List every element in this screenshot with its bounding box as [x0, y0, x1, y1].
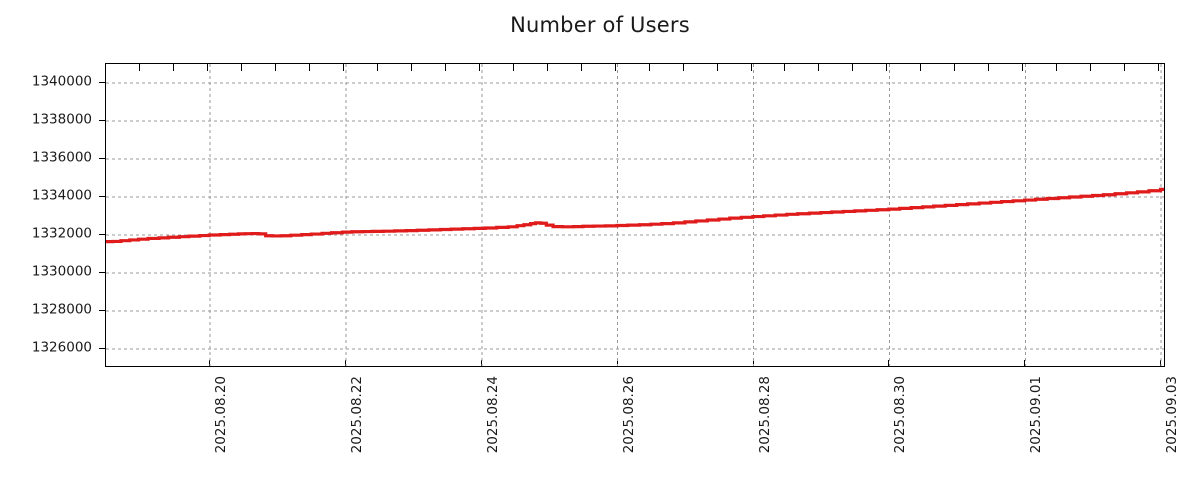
x-axis-tick-mark	[208, 360, 210, 367]
x-axis-minor-tick-mark-top	[1056, 64, 1058, 71]
y-axis-tick-label: 1328000	[31, 301, 92, 318]
x-axis-minor-tick-mark-top	[206, 64, 208, 71]
x-axis-tick-mark	[616, 360, 618, 367]
x-axis-minor-tick-mark-top	[852, 64, 854, 71]
x-axis-minor-tick-mark-top	[342, 64, 344, 71]
x-axis-minor-tick-mark-top	[1124, 64, 1126, 71]
x-axis-tick-label: 2025.09.01	[1028, 376, 1045, 454]
y-axis-tick-label: 1332000	[31, 225, 92, 242]
x-axis-minor-tick-mark-top	[954, 64, 956, 71]
x-axis-minor-tick-mark-top	[818, 64, 820, 71]
y-axis-tick-label: 1340000	[31, 73, 92, 90]
x-axis-tick-label: 2025.08.20	[212, 376, 229, 454]
x-axis-minor-tick-mark-top	[546, 64, 548, 71]
x-axis-tick-label: 2025.09.03	[1164, 376, 1181, 454]
x-axis-tick-mark	[344, 360, 346, 367]
vertical-gridlines	[209, 64, 1162, 366]
y-axis-tick-mark	[99, 120, 106, 121]
chart-title: Number of Users	[510, 13, 690, 37]
x-axis-minor-tick-mark-top	[750, 64, 752, 71]
x-axis-minor-tick-mark-top	[648, 64, 650, 71]
x-axis-minor-tick-mark-top	[920, 64, 922, 71]
x-axis-minor-tick-mark-top	[716, 64, 718, 71]
x-axis-minor-tick-mark-top	[478, 64, 480, 71]
x-axis-tick-mark	[752, 360, 754, 367]
horizontal-gridlines	[106, 82, 1164, 350]
y-axis-tick-label: 1334000	[31, 187, 92, 204]
x-axis-minor-tick-mark-top	[240, 64, 242, 71]
x-axis-minor-tick-mark-top	[682, 64, 684, 71]
x-axis-minor-tick-mark-top	[444, 64, 446, 71]
x-axis-minor-tick-mark-top	[784, 64, 786, 71]
y-axis-tick-label: 1336000	[31, 149, 92, 166]
y-axis-tick-label: 1326000	[31, 339, 92, 356]
x-axis-minor-tick-mark-top	[988, 64, 990, 71]
x-axis-tick-label: 2025.08.22	[348, 376, 365, 454]
x-axis-minor-tick-mark-top	[886, 64, 888, 71]
x-axis-tick-mark	[1160, 360, 1162, 367]
y-axis-tick-label: 1330000	[31, 263, 92, 280]
x-axis-tick-mark	[888, 360, 890, 367]
y-axis-tick-mark	[99, 310, 106, 311]
x-axis-minor-tick-mark-top	[138, 64, 140, 71]
plot-area	[105, 63, 1165, 367]
y-axis-tick-mark	[99, 234, 106, 235]
y-axis-tick-label: 1338000	[31, 111, 92, 128]
y-axis-tick-mark	[99, 82, 106, 83]
y-axis-tick-mark	[99, 348, 106, 349]
x-axis-minor-tick-mark-top	[410, 64, 412, 71]
x-axis-minor-tick-mark-top	[274, 64, 276, 71]
x-axis-minor-tick-mark-top	[614, 64, 616, 71]
x-axis-minor-tick-mark-top	[376, 64, 378, 71]
x-axis-minor-tick-mark-top	[1158, 64, 1160, 71]
x-axis-minor-tick-mark-top	[512, 64, 514, 71]
x-axis-tick-label: 2025.08.26	[620, 376, 637, 454]
y-axis-tick-mark	[99, 196, 106, 197]
x-axis-tick-label: 2025.08.28	[756, 376, 773, 454]
x-axis-tick-mark	[480, 360, 482, 367]
x-axis-tick-label: 2025.08.24	[484, 376, 501, 454]
x-axis-tick-mark	[1024, 360, 1026, 367]
x-axis-minor-tick-mark-top	[1022, 64, 1024, 71]
x-axis-minor-tick-mark-top	[308, 64, 310, 71]
series-line-number-of-users	[106, 187, 1164, 244]
x-axis-minor-tick-mark-top	[580, 64, 582, 71]
x-axis-minor-tick-mark-top	[172, 64, 174, 71]
x-axis-minor-tick-mark-top	[1090, 64, 1092, 71]
plot-svg	[106, 64, 1164, 366]
y-axis-tick-mark	[99, 272, 106, 273]
x-axis-tick-label: 2025.08.30	[892, 376, 909, 454]
y-axis-tick-mark	[99, 158, 106, 159]
